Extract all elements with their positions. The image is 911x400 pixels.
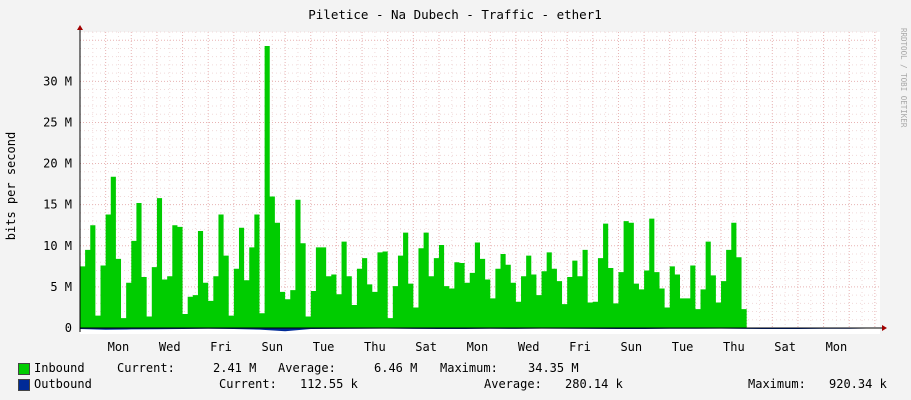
y-tick-label: 25 M [43, 115, 72, 129]
inbound-current-value: 2.41 M [213, 361, 257, 375]
inbound-maximum-value: 34.35 M [528, 361, 579, 375]
x-tick-label: Tue [313, 340, 335, 354]
x-axis-arrow [882, 325, 887, 331]
x-tick-label: Thu [364, 340, 386, 354]
outbound-average-value: 280.14 k [565, 377, 623, 391]
outbound-label: Outbound [34, 377, 92, 391]
y-tick-label: 10 M [43, 239, 72, 253]
y-axis-label: bits per second [4, 132, 18, 240]
x-tick-label: Fri [569, 340, 591, 354]
watermark: RRDTOOL / TOBI OETIKER [899, 28, 908, 128]
inbound-current-label: Current: [117, 361, 175, 375]
y-tick-label: 0 [65, 321, 72, 335]
legend-row-inbound: Inbound Current: 2.41 M Average: 6.46 M … [0, 361, 911, 377]
legend-row-outbound: Outbound Current: 112.55 k Average: 280.… [0, 377, 911, 393]
x-tick-label: Thu [723, 340, 745, 354]
y-tick-labels: 0 5 M 10 M 15 M 20 M 25 M 30 M [43, 74, 72, 335]
chart-title: Piletice - Na Dubech - Traffic - ether1 [308, 7, 602, 22]
axes [77, 25, 887, 332]
y-tick-label: 30 M [43, 74, 72, 88]
x-tick-label: Sun [261, 340, 283, 354]
inbound-average-label: Average: [278, 361, 336, 375]
y-tick-label: 20 M [43, 157, 72, 171]
x-tick-label: Sat [774, 340, 796, 354]
outbound-current-label: Current: [219, 377, 277, 391]
y-axis-arrow [77, 25, 83, 30]
outbound-swatch [18, 379, 30, 391]
outbound-current-value: 112.55 k [300, 377, 358, 391]
inbound-swatch [18, 363, 30, 375]
x-tick-label: Tue [672, 340, 694, 354]
x-tick-label: Mon [108, 340, 130, 354]
y-tick-label: 5 M [50, 280, 72, 294]
x-tick-label: Mon [826, 340, 848, 354]
inbound-maximum-label: Maximum: [440, 361, 498, 375]
inbound-area [80, 45, 752, 328]
inbound-average-value: 6.46 M [374, 361, 418, 375]
outbound-maximum-label: Maximum: [748, 377, 806, 391]
x-tick-label: Wed [159, 340, 181, 354]
x-tick-labels: Mon Wed Fri Sun Tue Thu Sat Mon Wed Fri Sun Tue Thu S… [108, 340, 848, 354]
y-tick-label: 15 M [43, 198, 72, 212]
x-tick-label: Mon [467, 340, 489, 354]
outbound-average-label: Average: [484, 377, 542, 391]
outbound-area [80, 328, 875, 332]
x-tick-label: Sun [620, 340, 642, 354]
outbound-maximum-value: 920.34 k [829, 377, 887, 391]
x-tick-label: Sat [415, 340, 437, 354]
series-areas [80, 45, 875, 332]
x-tick-label: Wed [518, 340, 540, 354]
inbound-label: Inbound [34, 361, 85, 375]
x-tick-label: Fri [210, 340, 232, 354]
